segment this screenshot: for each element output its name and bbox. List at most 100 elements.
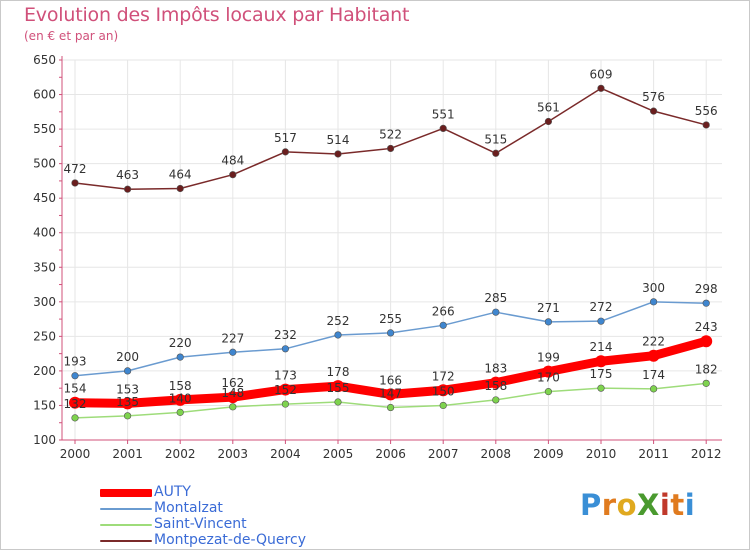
data-point — [702, 121, 710, 129]
data-point — [595, 355, 607, 368]
y-tick-label: 400 — [33, 226, 56, 240]
data-point — [334, 150, 342, 158]
data-label: 266 — [432, 304, 455, 318]
legend-swatch — [100, 524, 152, 526]
data-label: 561 — [537, 100, 560, 114]
data-point — [700, 335, 713, 348]
x-tick-label: 2006 — [375, 447, 406, 461]
data-point — [489, 376, 502, 389]
data-point — [649, 385, 658, 393]
data-label: 227 — [221, 331, 244, 345]
data-point — [229, 348, 237, 356]
data-label: 220 — [169, 336, 192, 350]
y-tick-label: 500 — [33, 157, 56, 171]
data-label: 556 — [695, 104, 718, 118]
data-point — [384, 388, 397, 401]
legend-label: AUTY — [154, 484, 191, 500]
data-label: 576 — [642, 90, 665, 104]
logo-letter: X — [637, 488, 660, 522]
y-tick-label: 650 — [33, 53, 56, 67]
data-point — [174, 393, 187, 406]
data-label: 158 — [169, 379, 192, 393]
data-label: 271 — [537, 301, 560, 315]
data-label: 132 — [64, 397, 87, 411]
data-label: 174 — [642, 368, 665, 382]
data-point — [649, 107, 658, 115]
data-point — [281, 345, 290, 353]
data-point — [597, 317, 605, 325]
data-label: 285 — [484, 291, 507, 305]
data-label: 200 — [116, 350, 139, 364]
data-label: 214 — [590, 340, 613, 354]
data-label: 272 — [590, 300, 613, 314]
logo-letter: P — [580, 488, 602, 522]
chart-title: Evolution des Impôts locaux par Habitant — [24, 4, 410, 26]
logo-letter: i — [659, 488, 671, 522]
data-label: 199 — [537, 351, 560, 365]
x-tick-label: 2004 — [270, 447, 301, 461]
legend-swatch — [100, 540, 152, 542]
legend-label: Saint-Vincent — [154, 516, 247, 532]
data-label: 515 — [484, 132, 507, 146]
x-tick-label: 2011 — [638, 447, 669, 461]
series-auty — [69, 335, 713, 410]
data-label: 135 — [116, 395, 139, 409]
data-label: 172 — [432, 369, 455, 383]
data-label: 148 — [221, 386, 244, 400]
data-label: 166 — [379, 373, 402, 387]
data-point — [226, 391, 239, 404]
data-label: 472 — [64, 162, 87, 176]
data-label: 243 — [695, 320, 718, 334]
data-label: 193 — [64, 355, 87, 369]
logo-letter: t — [670, 488, 685, 522]
data-label: 150 — [432, 384, 455, 398]
data-point — [334, 331, 342, 339]
data-point — [439, 321, 447, 329]
data-label: 298 — [695, 282, 718, 296]
data-point — [123, 367, 132, 375]
data-point — [649, 298, 658, 306]
data-point — [597, 84, 605, 92]
x-tick-label: 2002 — [165, 447, 196, 461]
data-label: 162 — [221, 376, 244, 390]
data-label: 170 — [537, 371, 560, 385]
data-label: 154 — [64, 382, 87, 396]
data-label: 155 — [327, 381, 350, 395]
data-point — [702, 379, 710, 387]
data-point — [71, 414, 79, 422]
data-label: 222 — [642, 335, 665, 349]
data-point — [123, 412, 132, 420]
data-point — [229, 403, 237, 411]
proxiti-logo: ProXiti — [580, 488, 695, 522]
legend-swatch — [100, 489, 152, 497]
data-label: 517 — [274, 131, 297, 145]
y-tick-label: 250 — [33, 329, 56, 343]
data-label: 153 — [116, 382, 139, 396]
data-point — [492, 396, 500, 404]
data-label: 152 — [274, 383, 297, 397]
y-tick-label: 600 — [33, 88, 56, 102]
data-label: 147 — [379, 387, 402, 401]
data-label: 173 — [274, 369, 297, 383]
y-tick-label: 100 — [33, 433, 56, 447]
data-point — [332, 380, 344, 393]
data-point — [387, 329, 395, 337]
legend-swatch — [100, 508, 152, 510]
data-label: 232 — [274, 328, 297, 342]
data-point — [387, 144, 395, 153]
data-label: 252 — [327, 314, 350, 328]
x-tick-label: 2007 — [428, 447, 459, 461]
logo-letter: o — [616, 488, 638, 522]
series-montpezat-de-quercy — [71, 84, 710, 193]
chart-subtitle: (en € et par an) — [24, 29, 119, 43]
data-label: 514 — [327, 133, 350, 147]
data-point — [544, 318, 553, 326]
logo-letter: i — [684, 488, 696, 522]
data-point — [544, 117, 553, 126]
x-tick-label: 2012 — [691, 447, 722, 461]
data-point — [279, 383, 292, 396]
data-point — [597, 384, 605, 392]
data-point — [123, 185, 132, 193]
